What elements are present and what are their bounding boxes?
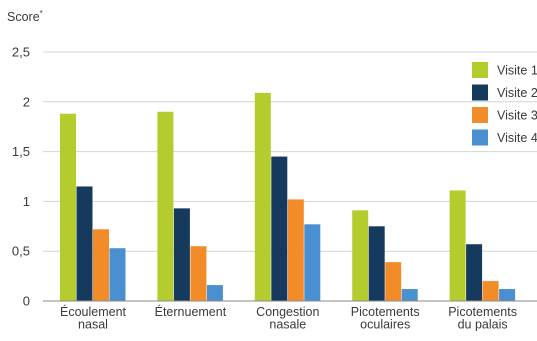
- y-tick-labels: 0 0,5 1 1,5 2 2,5: [12, 45, 30, 309]
- x-tick-label-line: Écoulement: [60, 304, 127, 319]
- x-tick-label-line: oculaires: [360, 318, 410, 332]
- y-axis-label-marker: *: [40, 9, 43, 18]
- x-tick-label-line: Picotements: [448, 305, 517, 319]
- legend-swatch: [472, 107, 488, 123]
- bar: [190, 246, 207, 301]
- bar: [401, 289, 418, 301]
- bar: [271, 156, 288, 301]
- x-tick-label: Picotements oculaires: [351, 305, 420, 332]
- bar: [466, 244, 483, 301]
- bar: [499, 289, 516, 301]
- y-tick-label: 2,5: [12, 45, 30, 60]
- bar: [482, 281, 499, 301]
- y-axis-label-text: Score: [7, 10, 40, 24]
- x-tick-label-line: nasal: [78, 318, 108, 332]
- y-axis-label: Score*: [7, 9, 43, 24]
- bar: [206, 285, 223, 301]
- x-tick-label: Écoulement nasal: [60, 304, 127, 332]
- y-tick-label: 2: [23, 94, 30, 109]
- legend-swatch: [472, 62, 488, 78]
- x-tick-label-line: nasale: [269, 318, 306, 332]
- bar: [287, 199, 304, 301]
- bar: [449, 190, 466, 301]
- legend-label: Visite 3: [497, 109, 537, 123]
- legend-label: Visite 4: [497, 131, 537, 145]
- bar: [368, 226, 385, 301]
- bars: [60, 92, 516, 301]
- bar: [254, 92, 271, 301]
- bar: [60, 113, 76, 301]
- x-tick-label: Picotements du palais: [448, 305, 517, 332]
- x-tick-label-line: Congestion: [256, 305, 319, 319]
- legend-label: Visite 2: [497, 86, 537, 100]
- y-tick-label: 1: [23, 194, 30, 209]
- legend-swatch: [472, 84, 488, 101]
- bar: [385, 262, 402, 301]
- y-tick-label: 1,5: [12, 144, 30, 159]
- bar: [173, 208, 190, 301]
- legend: Visite 1 Visite 2 Visite 3 Visite 4: [472, 62, 537, 146]
- bar: [304, 224, 321, 301]
- y-tick-label: 0,5: [12, 244, 30, 259]
- bar: [109, 248, 126, 301]
- bar: [157, 111, 174, 301]
- legend-swatch: [472, 129, 488, 146]
- x-tick-label-line: du palais: [458, 318, 508, 332]
- bar: [352, 210, 369, 301]
- legend-label: Visite 1: [497, 64, 537, 78]
- y-tick-label: 0: [23, 294, 30, 309]
- x-tick-label-line: Éternuement: [155, 304, 227, 319]
- bar: [93, 229, 109, 301]
- x-tick-label-line: Picotements: [351, 305, 420, 319]
- x-tick-label: Éternuement: [155, 304, 227, 319]
- bar: [76, 186, 93, 301]
- x-tick-label: Congestion nasale: [256, 305, 319, 332]
